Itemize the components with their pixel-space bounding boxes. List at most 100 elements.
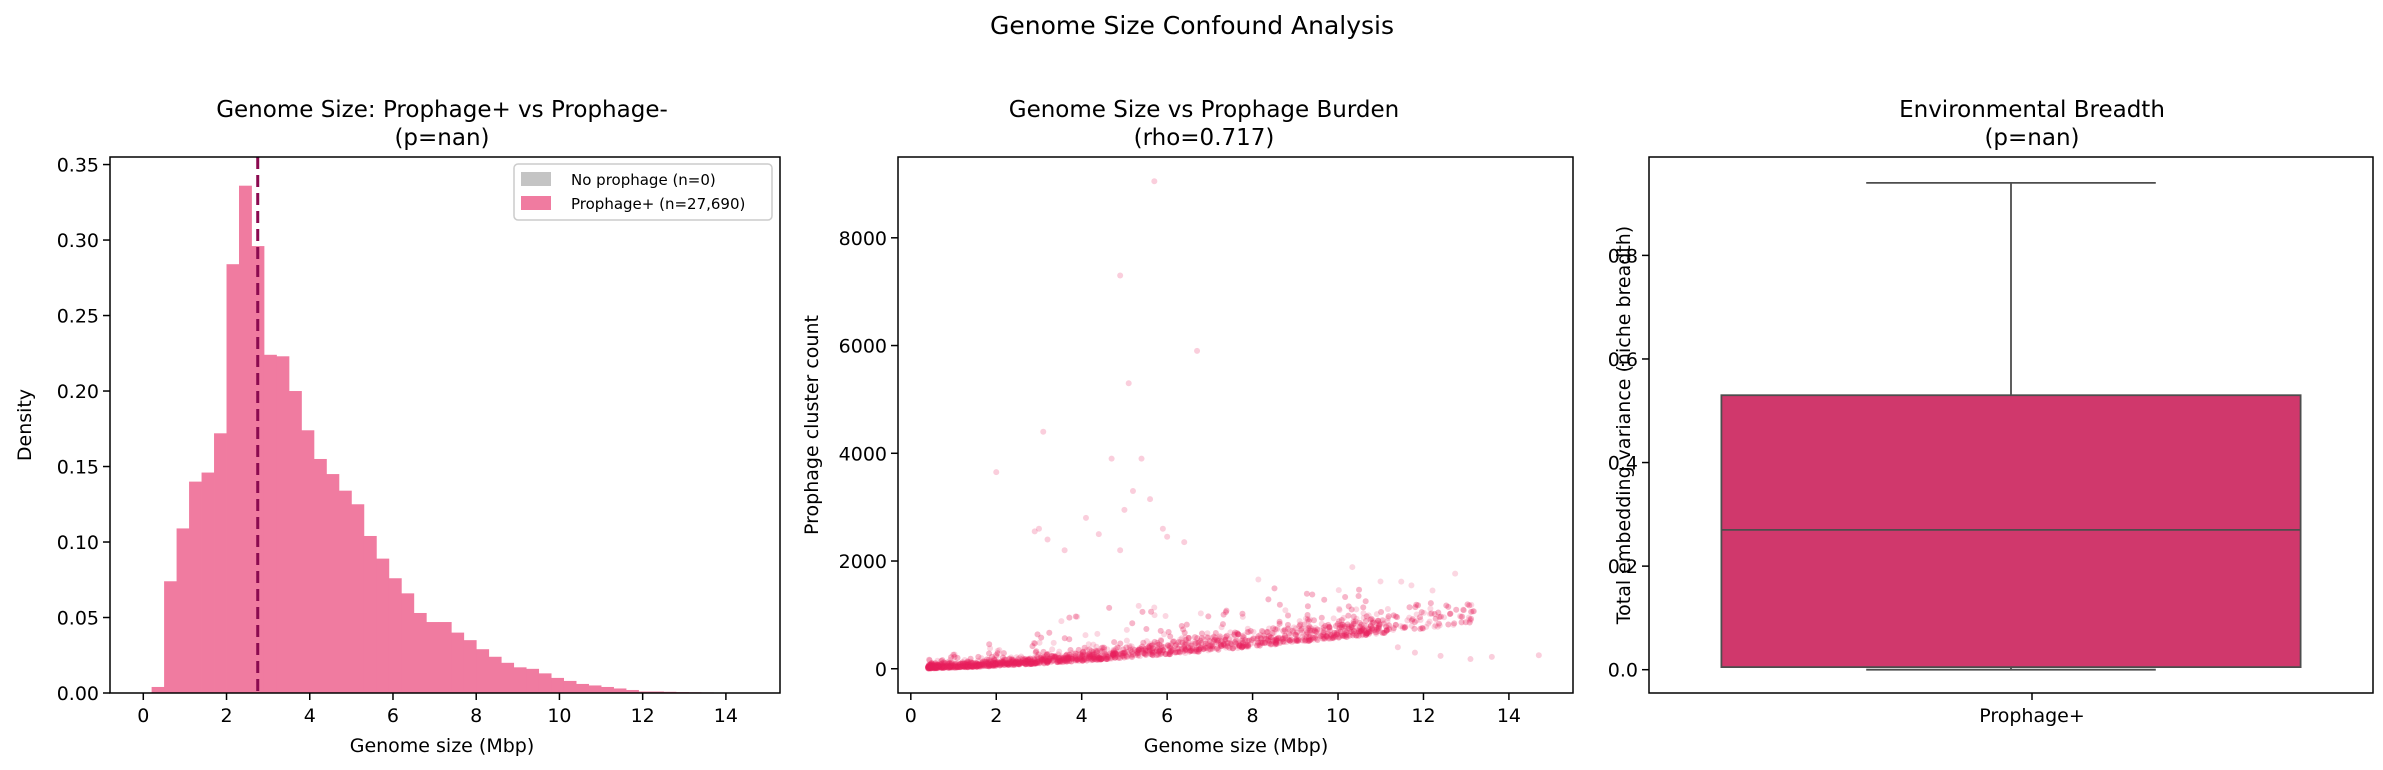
scatter-point xyxy=(1321,635,1328,642)
scatter-point xyxy=(1343,632,1350,639)
scatter-point xyxy=(1210,638,1217,645)
scatter-point xyxy=(1099,655,1106,662)
scatter-point xyxy=(978,655,985,662)
scatter-point xyxy=(1025,655,1032,662)
scatter-point xyxy=(1290,629,1297,636)
scatter-point xyxy=(1239,643,1246,650)
scatter-point xyxy=(1208,634,1215,641)
scatter-point xyxy=(1206,637,1213,644)
scatter-point xyxy=(1306,624,1313,631)
scatter-point xyxy=(1301,635,1308,642)
scatter-point xyxy=(1217,641,1224,648)
scatter-point xyxy=(939,663,946,670)
scatter-point xyxy=(927,663,934,670)
scatter-point xyxy=(1281,626,1288,633)
scatter-point xyxy=(1338,624,1345,631)
scatter-point xyxy=(1233,640,1240,647)
scatter-point xyxy=(1360,624,1367,631)
scatter-point xyxy=(1168,641,1175,648)
scatter-point xyxy=(1146,642,1153,649)
scatter-point xyxy=(1086,651,1093,658)
scatter-point xyxy=(1260,629,1267,636)
scatter-point xyxy=(933,664,940,671)
scatter-point xyxy=(1343,633,1350,640)
scatter-point xyxy=(927,661,934,668)
scatter-point xyxy=(1335,634,1342,641)
scatter-point xyxy=(1090,653,1097,660)
scatter-point xyxy=(1134,650,1141,657)
scatter-point xyxy=(1149,649,1156,656)
scatter-point xyxy=(1010,658,1017,665)
scatter-point xyxy=(1029,658,1036,665)
scatter-point xyxy=(1255,576,1262,583)
scatter-point xyxy=(925,664,932,671)
scatter-point xyxy=(1304,616,1311,623)
scatter-point xyxy=(1064,651,1071,658)
scatter-point xyxy=(1096,647,1103,654)
scatter-point xyxy=(1328,631,1335,638)
y-tick-label: 0.00 xyxy=(57,683,99,705)
scatter-point xyxy=(1350,627,1357,634)
scatter-point xyxy=(1240,639,1247,646)
scatter-point xyxy=(938,664,945,671)
scatter-point xyxy=(1062,657,1069,664)
scatter-point xyxy=(1352,618,1359,625)
scatter-point xyxy=(1079,657,1086,664)
scatter-point xyxy=(1326,624,1333,631)
scatter-point xyxy=(1149,649,1156,656)
scatter-point xyxy=(1033,648,1040,655)
scatter-point xyxy=(1023,659,1030,666)
scatter-point xyxy=(1359,627,1366,634)
scatter-point xyxy=(972,659,979,666)
histogram-title-line1: Genome Size: Prophage+ vs Prophage- xyxy=(216,97,668,123)
scatter-point xyxy=(1016,658,1023,665)
scatter-point xyxy=(1301,631,1308,638)
scatter-point xyxy=(1108,455,1115,462)
scatter-point xyxy=(1267,634,1274,641)
scatter-point xyxy=(1428,610,1435,617)
scatter-point xyxy=(1383,623,1390,630)
scatter-point xyxy=(933,664,940,671)
scatter-point xyxy=(1091,655,1098,662)
scatter-point xyxy=(1135,652,1142,659)
scatter-point xyxy=(959,663,966,670)
histogram-bar xyxy=(376,558,390,693)
scatter-point xyxy=(1131,646,1138,653)
scatter-point xyxy=(1134,648,1141,655)
scatter-point xyxy=(1029,658,1036,665)
scatter-point xyxy=(1032,660,1039,667)
scatter-point xyxy=(1032,649,1039,656)
scatter-point xyxy=(941,664,948,671)
scatter-point xyxy=(928,662,935,669)
scatter-point xyxy=(1089,656,1096,663)
scatter-point xyxy=(1089,656,1096,663)
scatter-point xyxy=(1068,653,1075,660)
scatter-point xyxy=(1366,628,1373,635)
scatter-point xyxy=(1217,643,1224,650)
scatter-point xyxy=(1413,617,1420,624)
scatter-point xyxy=(1117,640,1124,647)
scatter-point xyxy=(1124,653,1131,660)
scatter-point xyxy=(1462,619,1469,626)
scatter-point xyxy=(1342,593,1349,600)
scatter-point xyxy=(1043,653,1050,660)
scatter-point xyxy=(1233,640,1240,647)
scatter-point xyxy=(1066,614,1073,621)
scatter-point xyxy=(974,662,981,669)
scatter-point xyxy=(1355,592,1362,599)
scatter-point xyxy=(925,664,932,671)
scatter-point xyxy=(985,663,992,670)
scatter-point xyxy=(1318,614,1325,621)
scatter-point xyxy=(1033,658,1040,665)
scatter-point xyxy=(1033,658,1040,665)
scatter-point xyxy=(999,659,1006,666)
scatter-point xyxy=(1048,653,1055,660)
scatter-point xyxy=(1320,624,1327,631)
scatter-point xyxy=(1080,648,1087,655)
scatter-point xyxy=(1356,629,1363,636)
scatter-point xyxy=(993,659,1000,666)
scatter-point xyxy=(1413,601,1420,608)
scatter-point xyxy=(1320,633,1327,640)
scatter-point xyxy=(1202,640,1209,647)
scatter-point xyxy=(938,664,945,671)
